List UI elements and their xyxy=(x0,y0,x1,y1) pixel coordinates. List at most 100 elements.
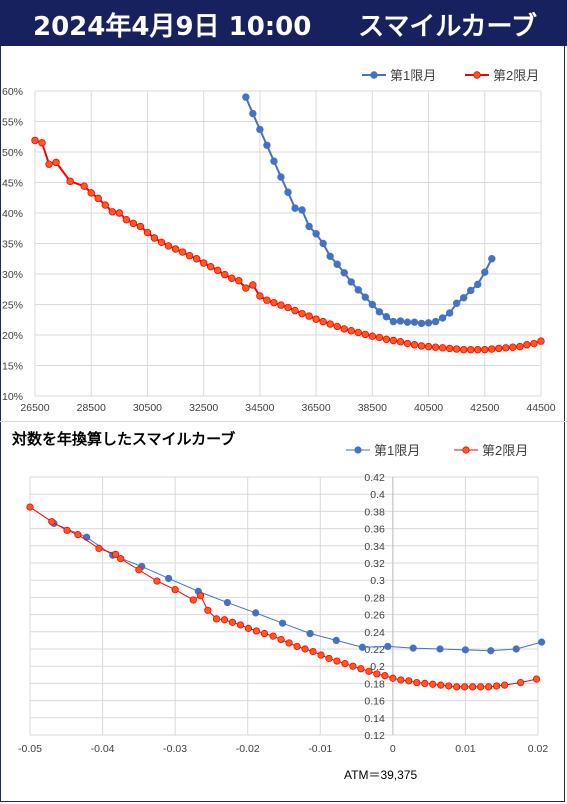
data-point xyxy=(469,683,477,691)
legend-label: 第2限月 xyxy=(493,68,539,83)
data-point xyxy=(523,341,531,349)
header-date: 2024年4月9日 10:00 xyxy=(33,12,312,42)
data-point xyxy=(115,209,124,217)
legend-label: 第1限月 xyxy=(390,68,436,83)
data-point xyxy=(171,245,180,253)
data-point xyxy=(196,592,205,600)
data-point xyxy=(199,259,208,267)
series-line-1 xyxy=(244,96,493,325)
data-point xyxy=(495,344,503,353)
x-tick-label: 32500 xyxy=(189,402,218,414)
header-banner: 2024年4月9日 10:00 スマイルカーブ xyxy=(0,0,567,46)
data-point xyxy=(319,239,327,248)
y-tick-label: 0.36 xyxy=(364,524,385,536)
y-tick-label: 0.42 xyxy=(364,472,385,484)
data-point xyxy=(431,317,440,326)
data-point xyxy=(368,300,377,309)
data-point xyxy=(445,344,454,353)
data-point xyxy=(459,294,468,302)
data-point xyxy=(305,222,313,231)
data-point xyxy=(298,309,306,318)
data-point xyxy=(537,337,545,345)
data-point xyxy=(277,635,285,644)
data-point xyxy=(516,678,525,687)
data-point xyxy=(368,332,377,340)
x-tick-label: -0.04 xyxy=(91,743,115,755)
y-tick-label: 60% xyxy=(2,86,23,98)
data-point xyxy=(373,670,381,678)
data-point xyxy=(485,683,493,691)
y-tick-label: 55% xyxy=(2,117,23,129)
chart-divider xyxy=(0,421,567,422)
data-point xyxy=(178,248,187,256)
data-point xyxy=(382,335,391,343)
data-point xyxy=(326,320,334,328)
data-point xyxy=(384,642,392,651)
data-point xyxy=(325,654,333,663)
data-point xyxy=(80,182,88,190)
data-point xyxy=(405,677,413,685)
data-point xyxy=(252,609,260,617)
data-point xyxy=(509,343,517,351)
data-point xyxy=(417,319,426,328)
data-point xyxy=(375,308,384,316)
data-point xyxy=(150,234,159,242)
data-point xyxy=(26,503,34,511)
data-point xyxy=(45,160,53,168)
data-point xyxy=(389,674,397,682)
x-tick-label: 0.02 xyxy=(528,743,549,755)
data-point xyxy=(277,173,285,181)
data-point xyxy=(530,339,538,348)
y-tick-label: 20% xyxy=(2,330,23,342)
x-tick-label: 40500 xyxy=(414,402,443,414)
data-point xyxy=(112,550,120,558)
y-tick-label: 40% xyxy=(2,208,23,220)
x-tick-label: -0.03 xyxy=(163,743,187,755)
data-point xyxy=(333,322,341,331)
data-point xyxy=(66,177,74,185)
data-point xyxy=(244,624,253,632)
data-point xyxy=(410,318,419,326)
y-tick-label: 50% xyxy=(2,147,23,159)
data-point xyxy=(95,544,103,552)
data-point xyxy=(204,606,212,614)
data-point xyxy=(487,647,495,655)
data-point xyxy=(467,345,475,354)
data-point xyxy=(122,216,131,224)
data-point xyxy=(459,345,468,354)
data-point xyxy=(453,683,461,691)
data-point xyxy=(333,260,341,268)
data-point xyxy=(445,309,454,317)
data-point xyxy=(256,125,264,134)
data-point xyxy=(165,574,173,583)
data-point xyxy=(284,188,292,196)
data-point xyxy=(135,566,143,574)
y-tick-label: 0.34 xyxy=(364,541,385,553)
data-point xyxy=(493,682,501,690)
data-point xyxy=(157,238,166,246)
data-point xyxy=(228,274,236,282)
series-line-2 xyxy=(29,506,537,688)
y-tick-label: 0.24 xyxy=(364,627,385,639)
data-point xyxy=(256,292,264,300)
data-point xyxy=(270,157,278,165)
data-point xyxy=(277,301,285,309)
data-point xyxy=(317,651,325,659)
data-point xyxy=(474,345,482,354)
x-tick-label: 36500 xyxy=(302,402,331,414)
y-tick-label: 0.2 xyxy=(370,661,385,673)
data-point xyxy=(306,629,314,638)
data-point xyxy=(429,680,437,688)
data-point xyxy=(164,242,173,250)
y-tick-label: 0.22 xyxy=(364,644,385,656)
data-point xyxy=(438,314,447,322)
data-point xyxy=(361,330,370,339)
legend-label: 第2限月 xyxy=(482,443,528,458)
y-tick-label: 15% xyxy=(2,361,23,373)
data-point xyxy=(278,619,287,627)
data-point xyxy=(185,251,194,260)
data-point xyxy=(263,296,271,304)
data-point xyxy=(538,638,546,646)
x-tick-label: -0.01 xyxy=(308,743,332,755)
data-point xyxy=(223,598,231,607)
